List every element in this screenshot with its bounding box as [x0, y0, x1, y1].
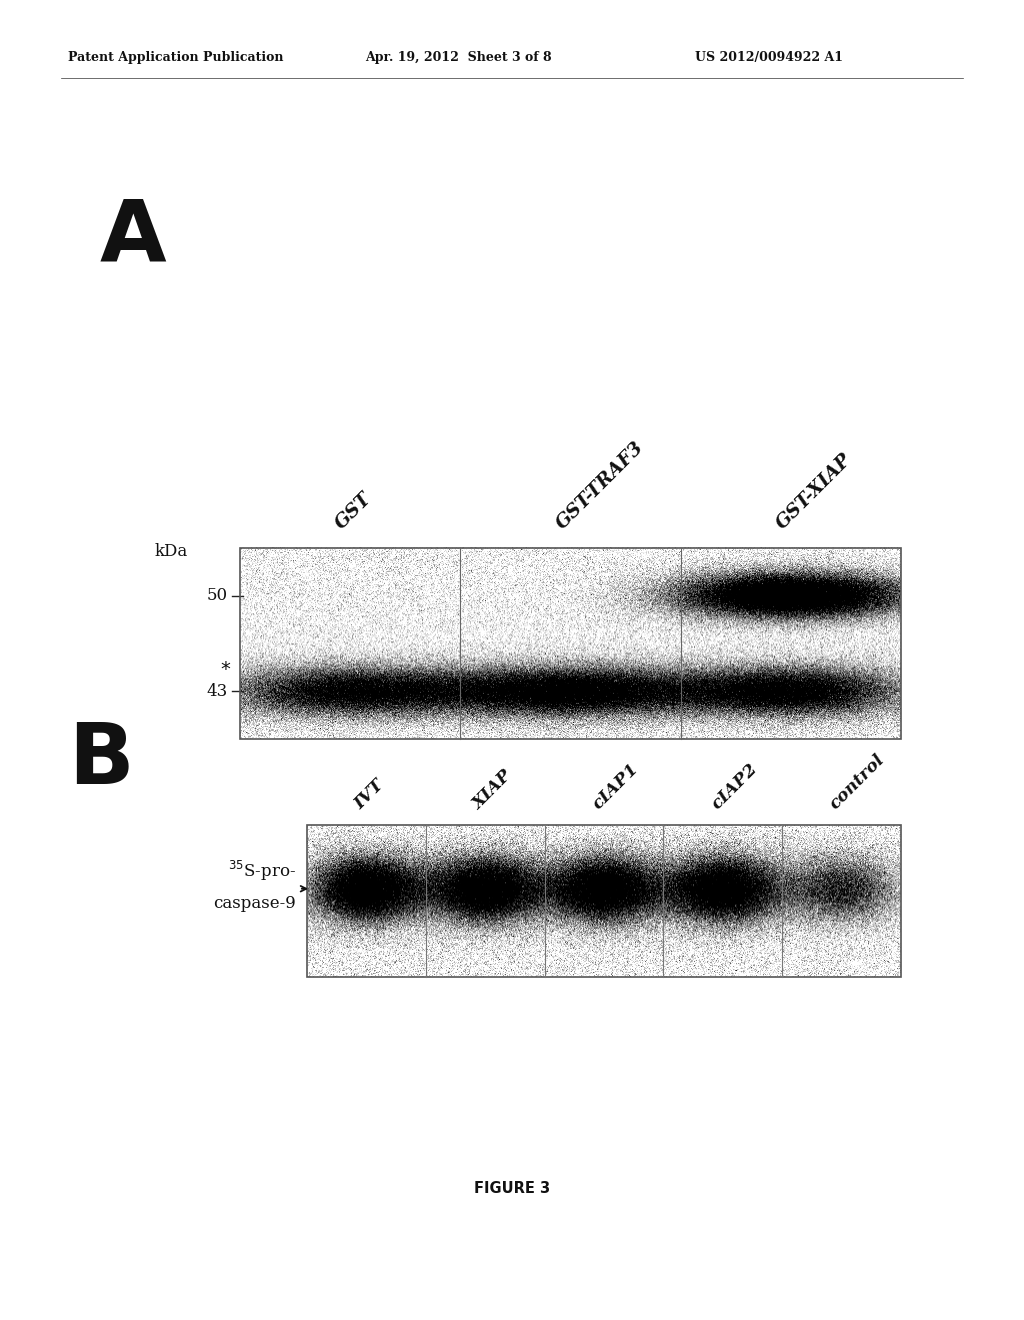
- Text: FIGURE 3: FIGURE 3: [474, 1181, 550, 1196]
- Text: cIAP1: cIAP1: [589, 760, 642, 813]
- Text: *: *: [220, 660, 230, 680]
- Bar: [307, 825, 901, 977]
- Text: kDa: kDa: [155, 543, 188, 560]
- Text: Patent Application Publication: Patent Application Publication: [68, 51, 284, 65]
- Bar: [240, 548, 901, 739]
- Text: Apr. 19, 2012  Sheet 3 of 8: Apr. 19, 2012 Sheet 3 of 8: [365, 51, 552, 65]
- Text: cIAP2: cIAP2: [708, 760, 761, 813]
- Text: GST: GST: [333, 490, 376, 533]
- Text: B: B: [68, 719, 133, 803]
- Text: XIAP: XIAP: [470, 767, 516, 813]
- Text: IVT: IVT: [351, 776, 388, 813]
- Text: 50: 50: [207, 587, 228, 605]
- Text: A: A: [100, 195, 167, 279]
- Text: 43: 43: [207, 682, 228, 700]
- Text: GST-XIAP: GST-XIAP: [773, 450, 856, 533]
- Text: GST-TRAF3: GST-TRAF3: [553, 438, 647, 533]
- Text: $^{35}$S-pro-: $^{35}$S-pro-: [228, 858, 296, 883]
- Text: caspase-9: caspase-9: [213, 895, 296, 912]
- Text: US 2012/0094922 A1: US 2012/0094922 A1: [695, 51, 843, 65]
- Text: control: control: [826, 751, 888, 813]
